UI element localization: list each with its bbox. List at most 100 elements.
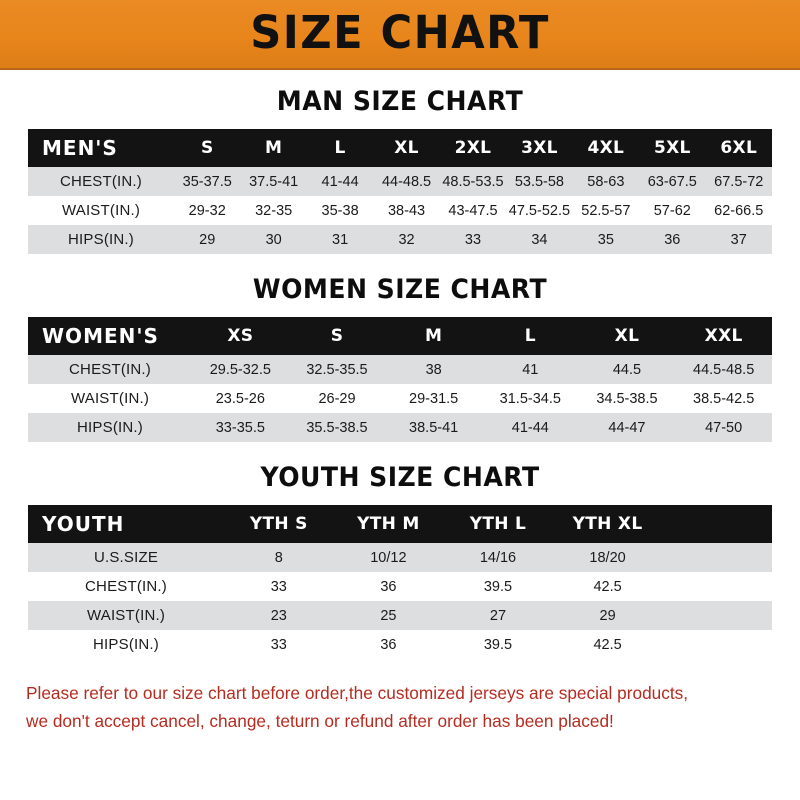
- cell: 44-48.5: [373, 167, 440, 196]
- header-cell-4xl: 4XL: [587, 138, 625, 158]
- cell: 31: [306, 225, 374, 254]
- table-header-row: YOUTH YTH S YTH M YTH L YTH XL: [28, 505, 772, 543]
- youth-size-table: YOUTH YTH S YTH M YTH L YTH XL U.S.SIZE …: [28, 505, 772, 659]
- cell: 62-66.5: [705, 196, 772, 225]
- cell: 29.5-32.5: [192, 355, 289, 384]
- cell: 43-47.5: [439, 196, 507, 225]
- cell: 29: [552, 601, 663, 630]
- header-cell-mens: MEN'S: [42, 136, 118, 160]
- header-cell-l: L: [524, 326, 536, 346]
- cell: 44.5: [578, 355, 676, 384]
- cell: 27: [443, 601, 553, 630]
- row-label-hips: HIPS(IN.): [28, 413, 192, 442]
- cell: 47.5-52.5: [506, 196, 573, 225]
- cell: 36: [639, 225, 706, 254]
- cell: 14/16: [443, 543, 553, 572]
- cell: 42.5: [552, 630, 663, 659]
- header-cell-m: M: [265, 138, 283, 158]
- women-section-title: WOMEN SIZE CHART: [252, 274, 548, 305]
- table-header-row: MEN'S S M L XL 2XL 3XL 4XL 5XL 6XL: [28, 129, 772, 167]
- cell: 35-38: [306, 196, 374, 225]
- cell: 34.5-38.5: [578, 384, 676, 413]
- footer-line-1: Please refer to our size chart before or…: [26, 683, 689, 703]
- header-cell-xs: XS: [227, 326, 254, 346]
- cell: 35: [572, 225, 640, 254]
- cell: 35.5-38.5: [288, 413, 386, 442]
- cell: 8: [224, 543, 334, 572]
- man-section-title: MAN SIZE CHART: [276, 86, 524, 117]
- header-cell-youth: YOUTH: [42, 512, 125, 536]
- header-cell-empty: [662, 505, 772, 543]
- cell: 41: [481, 355, 579, 384]
- row-label-waist: WAIST(IN.): [28, 601, 224, 630]
- cell: 48.5-53.5: [439, 167, 507, 196]
- cell: 37.5-41: [240, 167, 307, 196]
- row-label-hips: HIPS(IN.): [28, 630, 224, 659]
- cell: 36: [333, 572, 444, 601]
- row-label-chest: CHEST(IN.): [28, 167, 174, 196]
- cell: 47-50: [675, 413, 772, 442]
- cell: 38: [385, 355, 482, 384]
- header-cell-5xl: 5XL: [653, 138, 691, 158]
- header-cell-6xl: 6XL: [720, 138, 758, 158]
- cell: 58-63: [572, 167, 640, 196]
- page-banner: SIZE CHART: [0, 0, 800, 70]
- table-row: U.S.SIZE 8 10/12 14/16 18/20: [28, 543, 772, 572]
- header-cell-womens: WOMEN'S: [42, 324, 159, 348]
- cell: 34: [506, 225, 573, 254]
- cell: 44.5-48.5: [675, 355, 772, 384]
- cell: 29: [174, 225, 241, 254]
- cell: 33: [224, 630, 334, 659]
- table-row: WAIST(IN.) 23.5-26 26-29 29-31.5 31.5-34…: [28, 384, 772, 413]
- row-label-waist: WAIST(IN.): [28, 196, 174, 225]
- cell: 41-44: [306, 167, 374, 196]
- cell: 52.5-57: [572, 196, 640, 225]
- cell: 53.5-58: [506, 167, 573, 196]
- cell: 38-43: [373, 196, 440, 225]
- row-label-chest: CHEST(IN.): [28, 355, 192, 384]
- cell: 35-37.5: [174, 167, 241, 196]
- header-cell-s: S: [200, 138, 214, 158]
- cell: 33-35.5: [192, 413, 289, 442]
- cell: 31.5-34.5: [481, 384, 579, 413]
- header-cell-xxl: XXL: [704, 326, 743, 346]
- cell: 67.5-72: [705, 167, 772, 196]
- cell: 26-29: [288, 384, 386, 413]
- table-header-row: WOMEN'S XS S M L XL XXL: [28, 317, 772, 355]
- cell: 42.5: [552, 572, 663, 601]
- cell: 29-32: [174, 196, 241, 225]
- cell: 44-47: [578, 413, 676, 442]
- cell: 18/20: [552, 543, 663, 572]
- man-size-table: MEN'S S M L XL 2XL 3XL 4XL 5XL 6XL CHEST…: [28, 129, 772, 254]
- cell: 25: [333, 601, 444, 630]
- cell-empty: [662, 543, 772, 572]
- cell-empty: [662, 601, 772, 630]
- header-cell-yth-l: YTH L: [469, 514, 527, 534]
- row-label-hips: HIPS(IN.): [28, 225, 174, 254]
- cell: 33: [224, 572, 334, 601]
- table-row: HIPS(IN.) 33 36 39.5 42.5: [28, 630, 772, 659]
- cell: 32-35: [240, 196, 307, 225]
- youth-section-title: YOUTH SIZE CHART: [260, 462, 540, 493]
- cell: 38.5-41: [385, 413, 482, 442]
- cell: 63-67.5: [639, 167, 706, 196]
- header-cell-2xl: 2XL: [454, 138, 492, 158]
- header-cell-xl: XL: [614, 326, 640, 346]
- footer-line-2: we don't accept cancel, change, teturn o…: [26, 711, 614, 731]
- cell: 33: [439, 225, 507, 254]
- cell: 39.5: [443, 572, 553, 601]
- table-row: WAIST(IN.) 23 25 27 29: [28, 601, 772, 630]
- table-row: WAIST(IN.) 29-32 32-35 35-38 38-43 43-47…: [28, 196, 772, 225]
- header-cell-3xl: 3XL: [521, 138, 558, 158]
- cell: 37: [705, 225, 772, 254]
- row-label-waist: WAIST(IN.): [28, 384, 192, 413]
- table-row: CHEST(IN.) 33 36 39.5 42.5: [28, 572, 772, 601]
- table-row: HIPS(IN.) 33-35.5 35.5-38.5 38.5-41 41-4…: [28, 413, 772, 442]
- row-label-us-size: U.S.SIZE: [28, 543, 224, 572]
- row-label-chest: CHEST(IN.): [28, 572, 224, 601]
- header-cell-yth-xl: YTH XL: [572, 514, 643, 534]
- table-row: CHEST(IN.) 35-37.5 37.5-41 41-44 44-48.5…: [28, 167, 772, 196]
- cell: 39.5: [443, 630, 553, 659]
- cell: 30: [240, 225, 307, 254]
- women-size-table: WOMEN'S XS S M L XL XXL CHEST(IN.) 29.5-…: [28, 317, 772, 442]
